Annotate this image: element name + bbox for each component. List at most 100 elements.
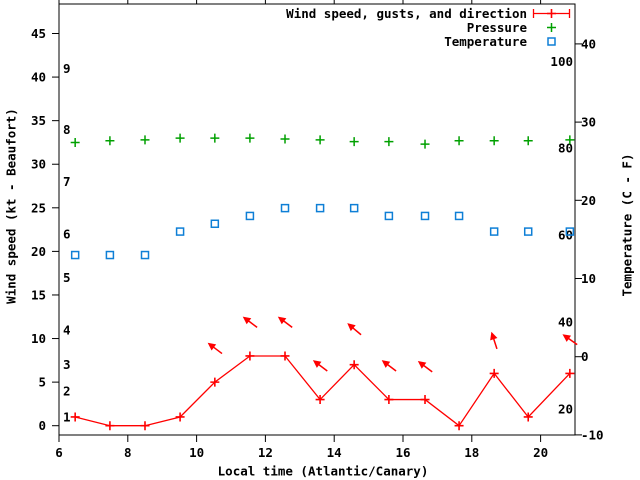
- wind-direction-arrow: [277, 316, 293, 328]
- fahrenheit-label: 100: [550, 54, 573, 69]
- beaufort-label: 1: [63, 409, 71, 424]
- x-tick-label: 8: [124, 445, 132, 460]
- beaufort-label: 4: [63, 322, 71, 337]
- legend-wind-cross: [547, 9, 556, 18]
- temperature-marker: [315, 203, 325, 213]
- temperature-marker: [245, 211, 255, 221]
- arrow-head: [347, 323, 356, 332]
- c-tick-label: 20: [581, 193, 596, 208]
- x-tick-label: 14: [327, 445, 342, 460]
- pressure-marker: [384, 137, 394, 147]
- c-tick-label: 10: [581, 271, 596, 286]
- wind-marker: [245, 351, 255, 361]
- pressure-marker: [280, 134, 290, 144]
- arrow-shaft: [567, 337, 578, 346]
- pressure-marker: [70, 137, 80, 147]
- wind-direction-arrow: [347, 323, 362, 336]
- wind-marker: [70, 412, 80, 422]
- temperature-marker: [210, 219, 220, 229]
- x-axis-title: Local time (Atlantic/Canary): [217, 463, 429, 479]
- beaufort-label: 8: [63, 122, 71, 137]
- x-tick-label: 20: [533, 445, 548, 460]
- right-y-axis-title: Temperature (C - F): [619, 153, 635, 297]
- c-tick-label: 0: [581, 349, 589, 364]
- temperature-marker: [175, 227, 185, 236]
- kt-tick-label: 25: [31, 200, 46, 215]
- kt-tick-label: 10: [31, 331, 46, 346]
- kt-tick-label: 15: [31, 287, 46, 302]
- temperature-marker: [70, 250, 80, 260]
- temperature-marker: [565, 227, 575, 236]
- wind-marker: [489, 368, 499, 378]
- arrow-head: [312, 360, 322, 368]
- plot-border: [58, 3, 576, 436]
- x-tick-label: 12: [258, 445, 273, 460]
- kt-tick-label: 45: [31, 26, 46, 41]
- legend-label-pressure: Pressure: [466, 20, 527, 35]
- pressure-marker: [489, 136, 499, 146]
- arrow-shaft: [492, 338, 498, 350]
- pressure-marker: [210, 133, 220, 143]
- beaufort-label: 9: [63, 61, 71, 76]
- arrow-shaft: [318, 363, 328, 372]
- arrow-head: [562, 334, 572, 342]
- legend-label-wind: Wind speed, gusts, and direction: [286, 6, 527, 21]
- pressure-marker: [105, 136, 115, 146]
- wind-marker: [140, 421, 150, 431]
- arrow-head: [417, 361, 427, 369]
- arrow-head: [242, 316, 252, 325]
- pressure-marker: [175, 133, 185, 143]
- arrow-head: [207, 342, 217, 351]
- pressure-marker: [140, 135, 150, 145]
- beaufort-label: 2: [63, 383, 71, 398]
- pressure-marker: [245, 133, 255, 143]
- kt-tick-label: 30: [31, 157, 46, 172]
- arrow-shaft: [386, 363, 397, 372]
- pressure-marker: [349, 137, 359, 147]
- c-tick-label: -10: [581, 427, 604, 442]
- wind-marker: [420, 395, 430, 405]
- kt-tick-label: 35: [31, 113, 46, 128]
- legend-label-temperature: Temperature: [444, 34, 527, 49]
- wind-direction-arrow: [312, 360, 328, 372]
- arrow-shaft: [212, 346, 223, 355]
- c-tick-label: 40: [581, 36, 596, 51]
- wind-marker: [454, 421, 464, 431]
- c-tick-label: 30: [581, 115, 596, 130]
- legend-temperature-square: [547, 37, 556, 46]
- arrow-shaft: [422, 364, 433, 373]
- wind-direction-arrow: [242, 316, 258, 328]
- wind-marker: [349, 360, 359, 370]
- arrow-shaft: [247, 320, 258, 328]
- fahrenheit-label: 60: [558, 228, 573, 243]
- x-tick-label: 6: [55, 445, 63, 460]
- arrow-head: [381, 360, 391, 368]
- wind-marker: [315, 395, 325, 405]
- legend-pressure-cross: [547, 23, 556, 32]
- beaufort-label: 3: [63, 357, 71, 372]
- temperature-marker: [489, 227, 499, 236]
- temperature-marker: [420, 211, 430, 221]
- wind-marker: [384, 395, 394, 405]
- beaufort-label: 6: [63, 226, 71, 241]
- fahrenheit-label: 80: [558, 141, 573, 156]
- wind-series-line: [75, 355, 571, 427]
- wind-marker: [565, 368, 575, 378]
- beaufort-label: 5: [63, 270, 71, 285]
- kt-tick-label: 40: [31, 70, 46, 85]
- x-tick-label: 16: [395, 445, 410, 460]
- wind-direction-arrow: [207, 342, 223, 355]
- temperature-marker: [140, 250, 150, 260]
- wind-marker: [210, 377, 220, 387]
- fahrenheit-label: 40: [558, 314, 573, 329]
- arrow-shaft: [352, 327, 362, 336]
- arrow-head: [490, 331, 498, 341]
- temperature-marker: [523, 227, 533, 236]
- pressure-marker: [454, 136, 464, 146]
- wind-direction-arrow: [417, 361, 433, 373]
- wind-marker: [280, 351, 290, 361]
- temperature-marker: [384, 211, 394, 221]
- arrow-head: [277, 316, 287, 325]
